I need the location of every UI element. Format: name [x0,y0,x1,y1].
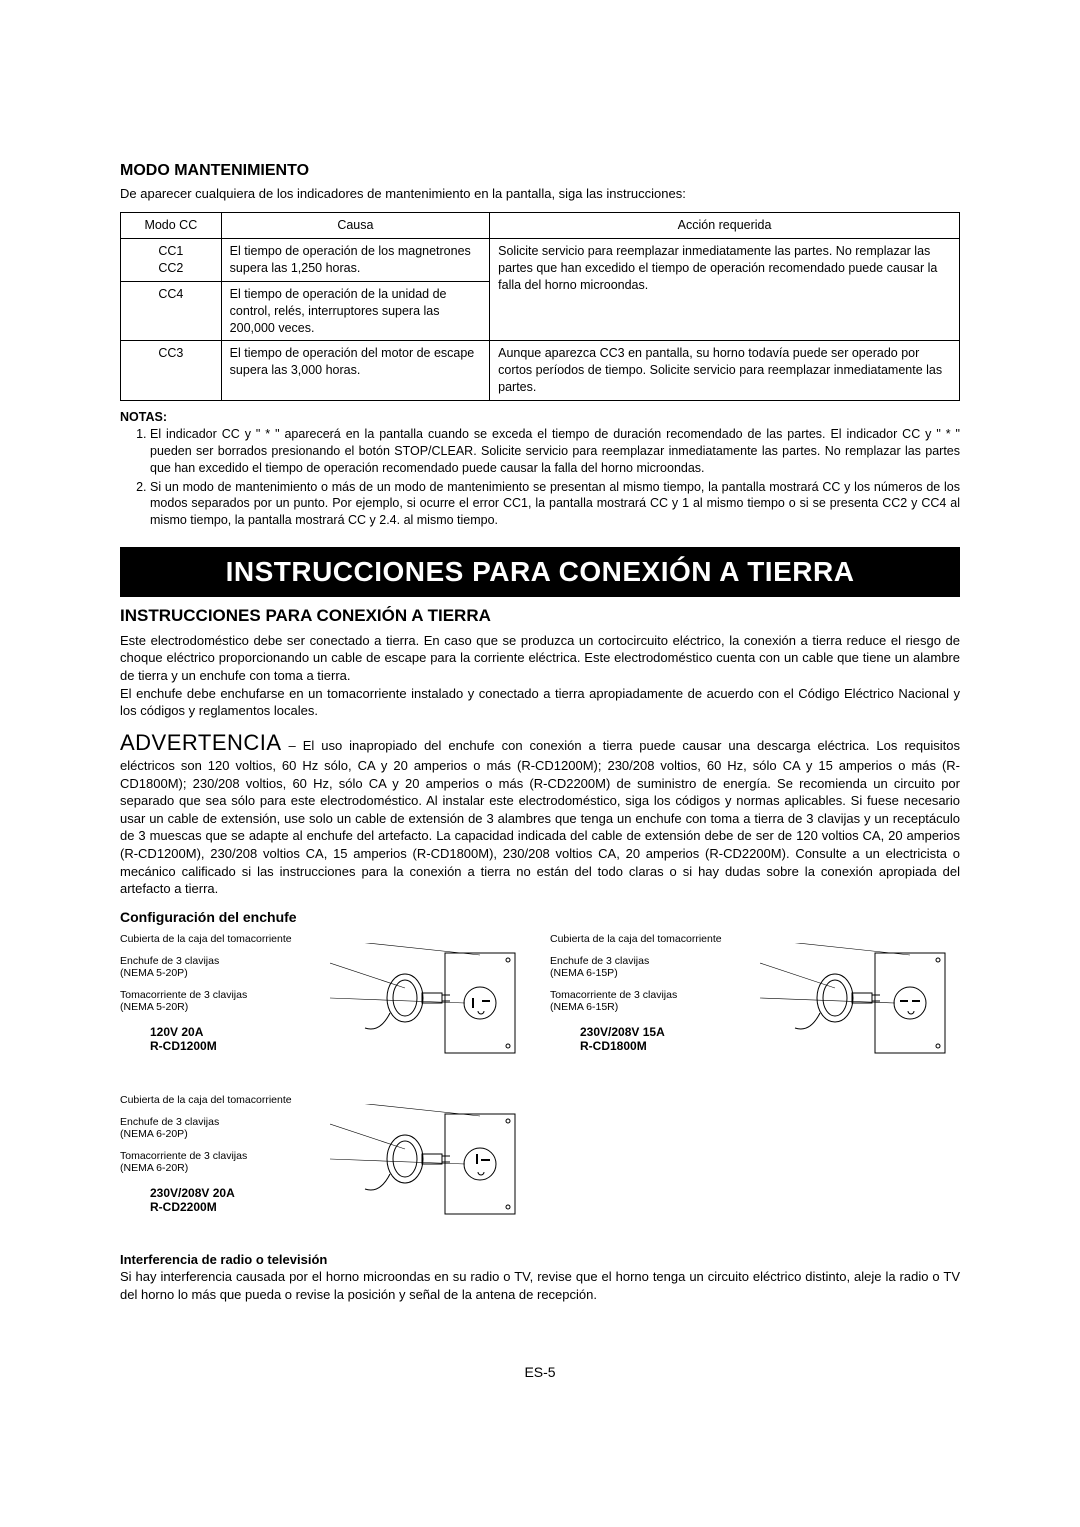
label-plug3: Enchufe de 3 clavijas [120,1116,219,1129]
label-nema-p: (NEMA 5-20P) [120,967,188,980]
note-item: El indicador CC y " * " aparecerá en la … [150,426,960,477]
model-number: R-CD1200M [150,1039,217,1053]
grounding-para1: Este electrodoméstico debe ser conectado… [120,632,960,720]
label-plug3: Enchufe de 3 clavijas [120,955,219,968]
notes-heading: NOTAS: [120,409,960,426]
plug-grid: Cubierta de la caja del tomacorriente En… [120,933,960,1239]
advertencia-word: ADVERTENCIA [120,730,282,755]
cell-action: Aunque aparezca CC3 en pantalla, su horn… [490,341,960,401]
cell-action: Solicite servicio para reemplazar inmedi… [490,239,960,341]
label-nema-r: (NEMA 6-20R) [120,1162,188,1175]
label-cover: Cubierta de la caja del tomacorriente [120,1094,292,1107]
cell-cause: El tiempo de operación del motor de esca… [221,341,489,401]
model-number: R-CD2200M [150,1200,217,1214]
label-nema-r: (NEMA 5-20R) [120,1001,188,1014]
cell-mode: CC3 [121,341,222,401]
plug-diagram-icon [330,943,520,1063]
label-cover: Cubierta de la caja del tomacorriente [550,933,722,946]
table-row: CC1 CC2 El tiempo de operación de los ma… [121,239,960,282]
table-row: CC3 El tiempo de operación del motor de … [121,341,960,401]
model-voltage: 230V/208V 20A [150,1186,235,1200]
maintenance-intro: De aparecer cualquiera de los indicadore… [120,185,960,203]
grounding-banner: INSTRUCCIONES PARA CONEXIÓN A TIERRA [120,547,960,597]
plug-diagram-icon [760,943,950,1063]
plug-config-heading: Configuración del enchufe [120,908,960,927]
note-item: Si un modo de mantenimiento o más de un … [150,479,960,530]
cell-mode: CC1 CC2 [121,239,222,282]
interference-text: Si hay interferencia causada por el horn… [120,1268,960,1303]
label-nema-p: (NEMA 6-20P) [120,1128,188,1141]
advertencia-block: ADVERTENCIA – El uso inapropiado del enc… [120,728,960,898]
table-header-row: Modo CC Causa Acción requerida [121,213,960,239]
model-voltage: 230V/208V 15A [580,1025,665,1039]
cell-mode: CC4 [121,281,222,341]
model-voltage: 120V 20A [150,1025,203,1039]
label-recept: Tomacorriente de 3 clavijas [550,989,677,1002]
notes-list: El indicador CC y " * " aparecerá en la … [150,426,960,529]
maintenance-table: Modo CC Causa Acción requerida CC1 CC2 E… [120,212,960,401]
advertencia-text: – El uso inapropiado del enchufe con con… [120,738,960,897]
plug-diagram-icon [330,1104,520,1224]
label-nema-p: (NEMA 6-15P) [550,967,618,980]
col-action: Acción requerida [490,213,960,239]
cell-cause: El tiempo de operación de la unidad de c… [221,281,489,341]
maintenance-heading: MODO MANTENIMIENTO [120,160,960,182]
label-nema-r: (NEMA 6-15R) [550,1001,618,1014]
interference-heading: Interferencia de radio o televisión [120,1251,960,1269]
grounding-subheading: INSTRUCCIONES PARA CONEXIÓN A TIERRA [120,605,960,628]
model-number: R-CD1800M [580,1039,647,1053]
label-recept: Tomacorriente de 3 clavijas [120,989,247,1002]
label-recept: Tomacorriente de 3 clavijas [120,1150,247,1163]
page-footer: ES-5 [120,1363,960,1382]
col-mode: Modo CC [121,213,222,239]
col-cause: Causa [221,213,489,239]
plug-block: Cubierta de la caja del tomacorriente En… [120,933,520,1078]
plug-block: Cubierta de la caja del tomacorriente En… [550,933,950,1078]
label-cover: Cubierta de la caja del tomacorriente [120,933,292,946]
cell-cause: El tiempo de operación de los magnetrone… [221,239,489,282]
plug-block: Cubierta de la caja del tomacorriente En… [120,1094,520,1239]
label-plug3: Enchufe de 3 clavijas [550,955,649,968]
